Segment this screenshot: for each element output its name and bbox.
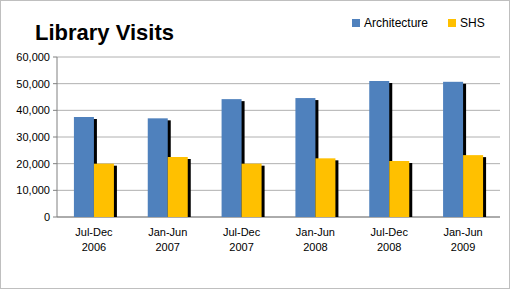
y-tick-label: 40,000 <box>16 104 50 116</box>
tick-mark <box>53 83 57 84</box>
label-line: 2006 <box>82 241 106 253</box>
grid-line <box>57 110 500 111</box>
grid-line <box>57 137 500 138</box>
grid-line <box>57 83 500 84</box>
grid-line <box>57 217 500 218</box>
x-tick-label: Jan-Jun 2009 <box>444 226 483 253</box>
grid-line <box>57 163 500 164</box>
title: Library Visits <box>35 20 174 45</box>
y-tick-label: 10,000 <box>16 184 50 196</box>
tick-mark <box>53 217 57 218</box>
bar <box>242 164 262 217</box>
tick-mark <box>53 110 57 111</box>
bar <box>463 155 483 217</box>
bar <box>315 158 335 217</box>
bar <box>389 161 409 217</box>
label-line: 2007 <box>229 241 253 253</box>
chart-frame <box>1 1 510 289</box>
y-tick-label: 20,000 <box>16 158 50 170</box>
chart: Library Visits 0 10,000 20,000 30,000 40,000 5… <box>0 0 510 289</box>
x-tick-label: Jul-Dec 2007 <box>223 226 261 253</box>
x-tick-label: Jul-Dec 2008 <box>371 226 409 253</box>
y-tick-label: 0 <box>44 211 50 223</box>
x-tick-label: Jan-Jun 2008 <box>296 226 335 253</box>
y-tick-label: 60,000 <box>16 51 50 63</box>
label-line: Jul-Dec <box>75 226 113 238</box>
y-tick-label: 50,000 <box>16 78 50 90</box>
bar <box>369 81 389 217</box>
label-line: 2007 <box>156 241 180 253</box>
bar <box>94 164 114 217</box>
legend-label: Architecture <box>364 16 428 30</box>
y-tick-label: 30,000 <box>16 131 50 143</box>
x-axis <box>57 217 500 218</box>
legend-swatch <box>448 19 456 27</box>
tick-mark <box>53 137 57 138</box>
label-line: 2008 <box>377 241 401 253</box>
y-axis <box>57 57 58 217</box>
bar <box>222 99 242 217</box>
bar <box>168 157 188 217</box>
label-line: Jul-Dec <box>223 226 261 238</box>
grid-line <box>57 190 500 191</box>
legend-label: SHS <box>460 16 485 30</box>
bar <box>443 82 463 217</box>
label-line: 2009 <box>451 241 475 253</box>
tick-mark <box>53 57 57 58</box>
label-line: Jul-Dec <box>371 226 409 238</box>
label-line: Jan-Jun <box>444 226 483 238</box>
bar <box>74 117 94 217</box>
label-line: Jan-Jun <box>148 226 187 238</box>
x-tick-label: Jul-Dec 2006 <box>75 226 113 253</box>
bar <box>295 98 315 217</box>
grid-line <box>57 57 500 58</box>
legend-swatch <box>352 19 360 27</box>
tick-mark <box>53 163 57 164</box>
bar <box>148 118 168 217</box>
tick-mark <box>53 190 57 191</box>
bars <box>74 81 486 217</box>
x-tick-label: Jan-Jun 2007 <box>148 226 187 253</box>
label-line: Jan-Jun <box>296 226 335 238</box>
label-line: 2008 <box>303 241 327 253</box>
